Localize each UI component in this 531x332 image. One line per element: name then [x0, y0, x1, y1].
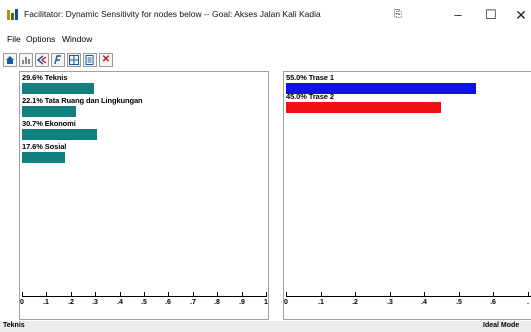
x-axis-tick [144, 292, 145, 297]
app-icon [7, 9, 18, 20]
minimize-button[interactable]: – [454, 7, 462, 22]
x-axis-tick [459, 292, 460, 297]
x-axis-tick [424, 292, 425, 297]
home-icon[interactable] [3, 53, 17, 67]
x-axis-tick [95, 292, 96, 297]
x-axis-tick-label: .5 [141, 299, 147, 306]
x-axis-tick [355, 292, 356, 297]
x-axis-tick [266, 292, 267, 297]
toolbar: ✕ [0, 50, 531, 68]
x-axis-tick-label: .8 [214, 299, 220, 306]
x-axis-line [286, 296, 531, 297]
status-mode: Ideal Mode [483, 322, 520, 329]
window-title: Facilitator: Dynamic Sensitivity for nod… [24, 9, 321, 19]
x-axis-tick-label: .5 [456, 299, 462, 306]
x-axis-tick-label: .3 [92, 299, 98, 306]
x-axis-tick [286, 292, 287, 297]
window-extra-icon[interactable]: ⎘ [394, 9, 402, 20]
x-axis-tick [217, 292, 218, 297]
x-axis-tick-label: .6 [490, 299, 496, 306]
menu-window[interactable]: Window [62, 34, 93, 44]
bar-ekonomi[interactable] [22, 129, 97, 140]
bar-label: 29.6% Teknis [22, 73, 68, 82]
maximize-button[interactable]: ☐ [485, 7, 497, 22]
bar-label: 30.7% Ekonomi [22, 119, 76, 128]
bar-trase-1[interactable] [286, 83, 476, 94]
bar-label: 17.6% Sosial [22, 142, 67, 151]
menu-file[interactable]: File [7, 34, 21, 44]
x-axis-tick [71, 292, 72, 297]
arrows-left-icon[interactable] [35, 53, 49, 67]
formula-icon[interactable] [51, 53, 65, 67]
x-axis-tick [120, 292, 121, 297]
bar-teknis[interactable] [22, 83, 94, 94]
bar-label: 55.0% Trase 1 [286, 73, 334, 82]
x-axis-tick [46, 292, 47, 297]
close-button[interactable]: ✕ [515, 7, 527, 23]
status-selected-node: Teknis [3, 322, 25, 329]
x-axis-tick-label: .7 [190, 299, 196, 306]
x-axis-tick-label: .3 [387, 299, 393, 306]
x-axis-tick [528, 292, 529, 297]
x-axis-tick-label: 0 [20, 299, 24, 306]
x-axis-tick-label: .4 [117, 299, 123, 306]
close-icon[interactable]: ✕ [99, 53, 113, 67]
document-icon[interactable] [83, 53, 97, 67]
x-axis-tick [321, 292, 322, 297]
title-bar: Facilitator: Dynamic Sensitivity for nod… [0, 0, 531, 30]
x-axis-tick [168, 292, 169, 297]
x-axis-tick [390, 292, 391, 297]
bar-sosial[interactable] [22, 152, 65, 163]
window-tile-icon[interactable] [67, 53, 81, 67]
left-chart-pane: 29.6% Teknis 22.1% Tata Ruang dan Lingkun… [19, 71, 269, 320]
x-axis-tick-label: .4 [421, 299, 427, 306]
x-axis-tick [22, 292, 23, 297]
x-axis-tick-label: .2 [352, 299, 358, 306]
x-axis-tick [493, 292, 494, 297]
x-axis-tick-label: . [527, 299, 529, 306]
x-axis-tick-label: .6 [165, 299, 171, 306]
x-axis-tick-label: 0 [284, 299, 288, 306]
x-axis-tick-label: .1 [43, 299, 49, 306]
x-axis-tick-label: 1 [264, 299, 268, 306]
menu-options[interactable]: Options [26, 34, 56, 44]
x-axis-tick [193, 292, 194, 297]
bar-tata-ruang-dan-lingkungan[interactable] [22, 106, 76, 117]
status-bar: Teknis Ideal Mode [0, 321, 531, 332]
x-axis-tick [242, 292, 243, 297]
bar-trase-2[interactable] [286, 102, 441, 113]
x-axis-tick-label: .9 [239, 299, 245, 306]
x-axis-tick-label: .1 [318, 299, 324, 306]
bar-label: 22.1% Tata Ruang dan Lingkungan [22, 96, 143, 105]
right-chart-pane: 55.0% Trase 1 45.0% Trase 2 0 .1 .2 .3 .4 .5 .6. [283, 71, 531, 320]
bar-label: 45.0% Trase 2 [286, 92, 334, 101]
chart-icon[interactable] [19, 53, 33, 67]
x-axis-tick-label: .2 [68, 299, 74, 306]
